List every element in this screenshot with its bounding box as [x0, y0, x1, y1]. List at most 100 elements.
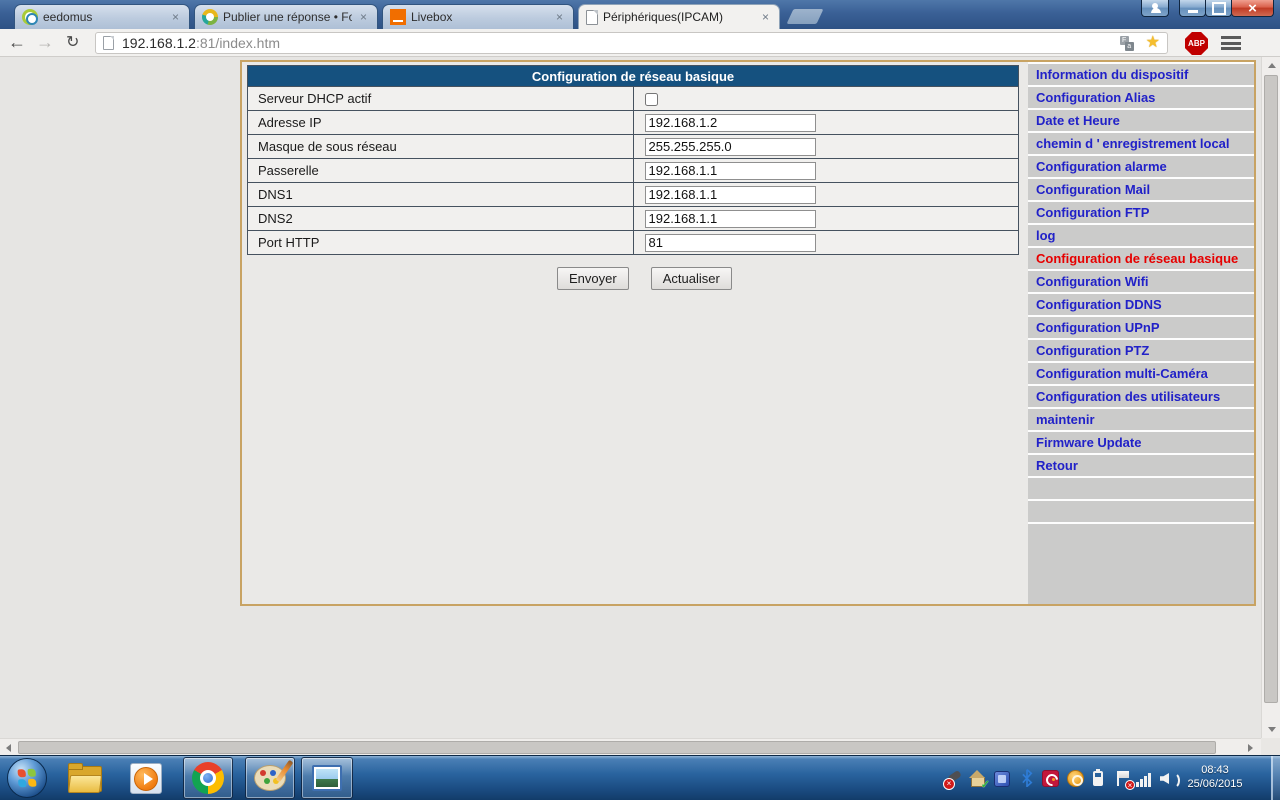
- antivirus-icon[interactable]: [1042, 770, 1059, 787]
- scroll-left-arrow[interactable]: [0, 739, 17, 756]
- network-config-form: Configuration de réseau basique Serveur …: [242, 62, 1028, 604]
- reload-icon[interactable]: [66, 32, 79, 52]
- table-row: DNS2: [247, 206, 1019, 231]
- intel-graphics-icon[interactable]: [994, 771, 1010, 787]
- scroll-right-arrow[interactable]: [1242, 739, 1259, 756]
- windows-taskbar: 08:43 25/06/2015: [0, 755, 1280, 800]
- scroll-up-arrow[interactable]: [1262, 57, 1280, 74]
- close-window-button[interactable]: [1231, 0, 1274, 17]
- media-player-icon[interactable]: [130, 763, 162, 794]
- browser-tab-strip: eedomus Publier une réponse • For Livebo…: [0, 0, 1280, 29]
- sidebar-item-local-record-path[interactable]: chemin d ' enregistrement local: [1028, 133, 1254, 156]
- sidebar-item-users[interactable]: Configuration des utilisateurs: [1028, 386, 1254, 409]
- close-icon[interactable]: [759, 11, 772, 24]
- field-label: Passerelle: [247, 158, 634, 183]
- bookmark-star-icon[interactable]: [1146, 35, 1160, 51]
- tab-livebox[interactable]: Livebox: [382, 4, 574, 29]
- sidebar-item-device-info[interactable]: Information du dispositif: [1028, 64, 1254, 87]
- tab-title: eedomus: [43, 10, 93, 24]
- paint-icon: [254, 765, 286, 791]
- sidebar-item-date-time[interactable]: Date et Heure: [1028, 110, 1254, 133]
- refresh-button[interactable]: Actualiser: [650, 267, 732, 290]
- back-icon[interactable]: [8, 32, 26, 53]
- clock-time: 08:43: [1201, 764, 1229, 776]
- tab-eedomus[interactable]: eedomus: [14, 4, 190, 29]
- form-buttons: Envoyer Actualiser: [557, 267, 732, 290]
- forum-favicon: [202, 9, 218, 25]
- close-icon[interactable]: [357, 11, 370, 24]
- sidebar-item-basic-network[interactable]: Configuration de réseau basique: [1028, 248, 1254, 271]
- sidebar-item-maintain[interactable]: maintenir: [1028, 409, 1254, 432]
- gateway-field[interactable]: [644, 161, 816, 180]
- translate-icon[interactable]: [1119, 35, 1134, 51]
- scroll-down-arrow[interactable]: [1262, 721, 1280, 738]
- orange-service-icon[interactable]: [1067, 770, 1084, 787]
- livebox-favicon: [390, 9, 406, 25]
- config-table: Configuration de réseau basique Serveur …: [247, 65, 1019, 255]
- sidebar-item-mail[interactable]: Configuration Mail: [1028, 179, 1254, 202]
- sidebar-item-alias[interactable]: Configuration Alias: [1028, 87, 1254, 110]
- field-label: DNS2: [247, 206, 634, 231]
- windows-logo-icon: [17, 768, 37, 788]
- sidebar-item-multi-camera[interactable]: Configuration multi-Caméra: [1028, 363, 1254, 386]
- camera-config-panel: Configuration de réseau basique Serveur …: [240, 60, 1256, 606]
- battery-icon[interactable]: [1093, 769, 1103, 786]
- chrome-menu-icon[interactable]: [1221, 36, 1241, 53]
- sidebar-item-firmware-update[interactable]: Firmware Update: [1028, 432, 1254, 455]
- sidebar-item-alarm[interactable]: Configuration alarme: [1028, 156, 1254, 179]
- action-center-icon[interactable]: [1114, 770, 1135, 790]
- maximize-button[interactable]: [1205, 0, 1232, 17]
- device-error-icon[interactable]: [943, 770, 963, 790]
- chrome-taskbar-button[interactable]: [183, 757, 233, 799]
- address-bar[interactable]: 192.168.1.2:81/index.htm: [95, 32, 1168, 54]
- taskbar-clock[interactable]: 08:43 25/06/2015: [1180, 763, 1250, 791]
- dhcp-checkbox[interactable]: [644, 93, 658, 107]
- vertical-scrollbar: [1261, 57, 1280, 738]
- homegroup-icon[interactable]: [969, 770, 987, 788]
- browser-toolbar: 192.168.1.2:81/index.htm ABP: [0, 29, 1280, 57]
- page-favicon: [586, 9, 598, 25]
- table-row: DNS1: [247, 182, 1019, 207]
- table-row: Passerelle: [247, 158, 1019, 183]
- sidebar-item-ddns[interactable]: Configuration DDNS: [1028, 294, 1254, 317]
- page-icon: [103, 36, 114, 50]
- paint-taskbar-button[interactable]: [245, 757, 295, 799]
- sidebar-item-upnp[interactable]: Configuration UPnP: [1028, 317, 1254, 340]
- close-icon[interactable]: [553, 11, 566, 24]
- network-signal-icon[interactable]: [1136, 771, 1154, 787]
- sidebar-item-back[interactable]: Retour: [1028, 455, 1254, 478]
- sidebar-item-wifi[interactable]: Configuration Wifi: [1028, 271, 1254, 294]
- start-button[interactable]: [7, 758, 47, 798]
- ip-address-field[interactable]: [644, 113, 816, 132]
- table-row: Serveur DHCP actif: [247, 86, 1019, 111]
- close-icon[interactable]: [169, 11, 182, 24]
- sidebar-item-log[interactable]: log: [1028, 225, 1254, 248]
- volume-icon[interactable]: [1160, 770, 1180, 789]
- subnet-mask-field[interactable]: [644, 137, 816, 156]
- sidebar-item-ftp[interactable]: Configuration FTP: [1028, 202, 1254, 225]
- url-path: :81/index.htm: [195, 35, 281, 51]
- field-label: DNS1: [247, 182, 634, 207]
- show-desktop-button[interactable]: [1271, 756, 1280, 800]
- vertical-scrollbar-thumb[interactable]: [1264, 75, 1278, 703]
- field-label: Serveur DHCP actif: [247, 86, 634, 111]
- profile-button[interactable]: [1141, 0, 1169, 17]
- horizontal-scrollbar-thumb[interactable]: [18, 741, 1216, 754]
- snipping-tool-taskbar-button[interactable]: [301, 757, 353, 799]
- tab-title: Publier une réponse • For: [223, 10, 352, 24]
- sidebar-item-ptz[interactable]: Configuration PTZ: [1028, 340, 1254, 363]
- bluetooth-icon[interactable]: [1019, 769, 1037, 789]
- submit-button[interactable]: Envoyer: [557, 267, 629, 290]
- tab-peripheriques-ipcam[interactable]: Périphériques(IPCAM): [578, 4, 780, 29]
- dns2-field[interactable]: [644, 209, 816, 228]
- tab-forum-reply[interactable]: Publier une réponse • For: [194, 4, 378, 29]
- http-port-field[interactable]: [644, 233, 816, 252]
- explorer-icon[interactable]: [67, 763, 103, 793]
- minimize-button[interactable]: [1179, 0, 1206, 17]
- new-tab-button[interactable]: [786, 9, 824, 24]
- adblock-plus-icon[interactable]: ABP: [1185, 32, 1208, 55]
- scrollbar-corner: [1261, 738, 1280, 755]
- page-viewport: Configuration de réseau basique Serveur …: [0, 57, 1261, 738]
- dns1-field[interactable]: [644, 185, 816, 204]
